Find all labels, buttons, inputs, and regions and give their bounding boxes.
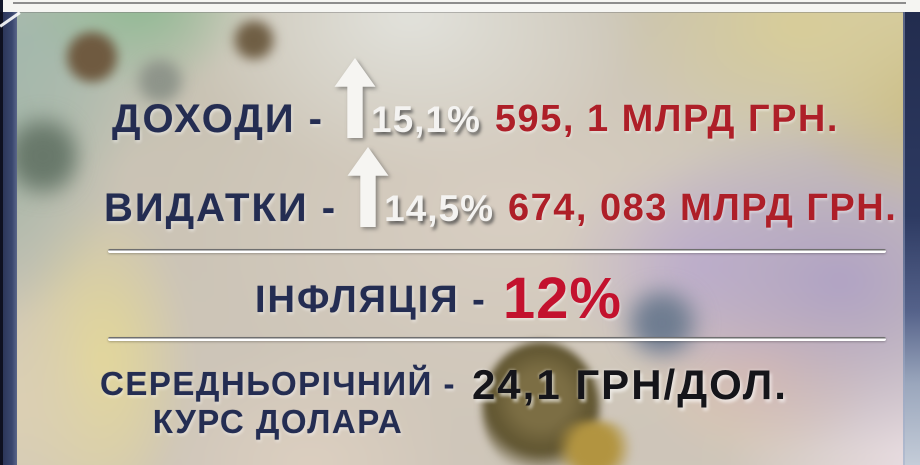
- top-frame-strip: [0, 0, 920, 12]
- coin-blob: [228, 18, 280, 62]
- banknote-portrait-blob: [6, 108, 80, 204]
- exchange-rate-label: СЕРЕДНЬОРІЧНИЙ - КУРС ДОЛАРА: [100, 366, 456, 439]
- separator-line: [108, 337, 886, 341]
- expenditure-value: 674, 083 МЛРД ГРН.: [507, 187, 898, 230]
- coin-blob: [132, 56, 188, 106]
- separator-line: [108, 249, 886, 253]
- up-arrow-icon: [334, 58, 376, 138]
- up-arrow-icon: [347, 147, 389, 227]
- revenue-change-percent: 15,1%: [371, 99, 481, 141]
- revenue-value: 595, 1 МЛРД ГРН.: [494, 98, 839, 141]
- exchange-rate-value: 24,1 ГРН/ДОЛ.: [471, 361, 788, 408]
- right-frame-border: [903, 12, 920, 465]
- exchange-rate-row: СЕРЕДНЬОРІЧНИЙ - КУРС ДОЛАРА 24,1 ГРН/ДО…: [100, 361, 788, 439]
- expenditure-label: ВИДАТКИ -: [104, 186, 338, 230]
- coin-blob: [60, 28, 124, 86]
- exchange-rate-label-line2: КУРС ДОЛАРА: [152, 402, 404, 440]
- inflation-label: ІНФЛЯЦІЯ -: [255, 279, 487, 322]
- coin-blob: [548, 420, 640, 465]
- expenditure-change-percent: 14,5%: [384, 188, 494, 230]
- left-frame-border: [0, 11, 21, 465]
- banknote-blob: [620, 288, 704, 358]
- expenditure-row: ВИДАТКИ - 14,5% 674, 083 МЛРД ГРН.: [104, 147, 898, 230]
- top-frame-rule: [13, 2, 906, 4]
- money-background: [0, 12, 920, 465]
- inflation-row: ІНФЛЯЦІЯ - 12%: [255, 268, 622, 327]
- exchange-rate-label-line1: СЕРЕДНЬОРІЧНИЙ -: [100, 365, 456, 402]
- inflation-value: 12%: [502, 265, 622, 331]
- revenue-row: ДОХОДИ - 15,1% 595, 1 МЛРД ГРН.: [112, 58, 839, 141]
- revenue-label: ДОХОДИ -: [112, 97, 324, 141]
